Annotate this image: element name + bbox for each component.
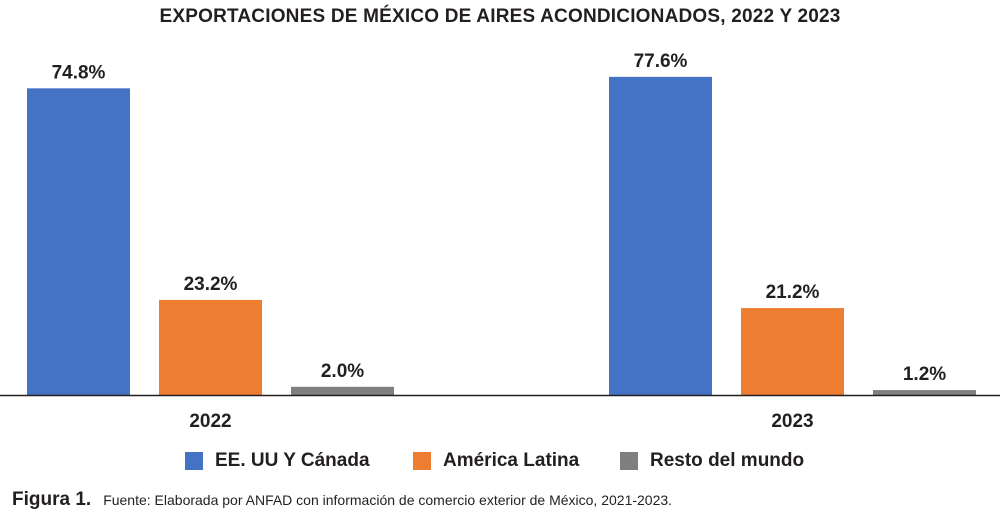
figure-label: Figura 1. <box>12 489 92 510</box>
legend-item-ee-uu-canada: EE. UU Y Cánada <box>185 450 370 472</box>
legend-label: EE. UU Y Cánada <box>215 450 370 471</box>
legend-item-america-latina: América Latina <box>413 450 579 472</box>
legend-label: Resto del mundo <box>650 450 805 471</box>
legend-swatch <box>620 452 638 470</box>
source-note: Fuente: Elaborada por ANFAD con informac… <box>103 492 673 508</box>
data-label: 23.2% <box>184 274 238 295</box>
bar-2022-1 <box>159 299 262 395</box>
bar-2022-2 <box>291 386 394 395</box>
legend-swatch <box>185 452 203 470</box>
data-label: 77.6% <box>634 51 688 72</box>
chart-title: EXPORTACIONES DE MÉXICO DE AIRES ACONDIC… <box>159 6 841 27</box>
figure-caption: Figura 1. Fuente: Elaborada por ANFAD co… <box>12 489 672 511</box>
data-label: 74.8% <box>52 62 106 83</box>
bar-chart: 74.8% 23.2% 2.0% 2022 77.6% 21.2% 1.2% 2023 <box>0 51 1000 432</box>
data-label: 21.2% <box>766 282 820 303</box>
legend-label: América Latina <box>443 450 580 471</box>
legend-swatch <box>413 452 431 470</box>
bar-2022-0 <box>27 88 130 395</box>
bar-2023-1 <box>741 308 844 395</box>
x-tick-label: 2023 <box>771 411 813 432</box>
legend-item-resto-del-mundo: Resto del mundo <box>620 450 804 472</box>
bar-2023-2 <box>873 390 976 395</box>
data-label: 1.2% <box>903 364 946 385</box>
x-tick-label: 2022 <box>189 411 231 432</box>
data-label: 2.0% <box>321 361 364 382</box>
bar-2023-0 <box>609 76 712 395</box>
legend: EE. UU Y Cánada América Latina Resto del… <box>0 450 1000 474</box>
